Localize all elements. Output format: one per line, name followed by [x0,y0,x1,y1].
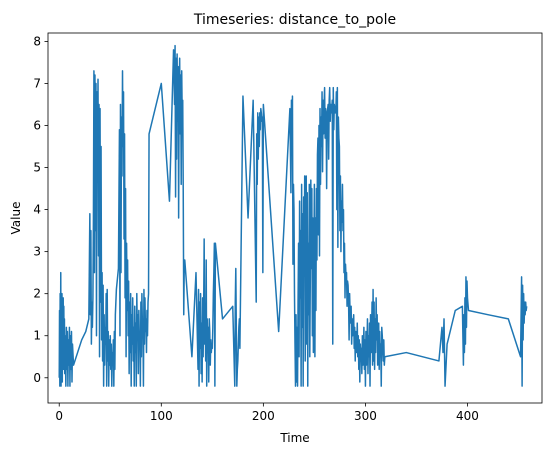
x-tick-label: 300 [354,409,377,423]
x-axis-label: Time [279,431,309,445]
y-tick-label: 5 [33,161,41,175]
y-axis-label: Value [9,202,23,235]
x-tick-label: 100 [150,409,173,423]
y-tick-label: 3 [33,245,41,259]
y-tick-label: 0 [33,371,41,385]
x-tick-label: 200 [252,409,275,423]
y-tick-label: 2 [33,287,41,301]
chart-title: Timeseries: distance_to_pole [193,12,396,28]
y-tick-label: 4 [33,203,41,217]
y-tick-label: 7 [33,76,41,90]
y-tick-label: 1 [33,329,41,343]
x-tick-label: 400 [456,409,479,423]
y-tick-label: 6 [33,119,41,133]
x-axis: 0 100 200 300 400 [55,403,479,423]
series-line-0 [58,44,528,387]
y-tick-label: 8 [33,34,41,48]
plot-area [58,44,528,387]
y-axis: 0 1 2 3 4 5 6 7 8 [33,34,48,385]
axes-frame [47,32,543,404]
x-tick-label: 0 [55,409,63,423]
